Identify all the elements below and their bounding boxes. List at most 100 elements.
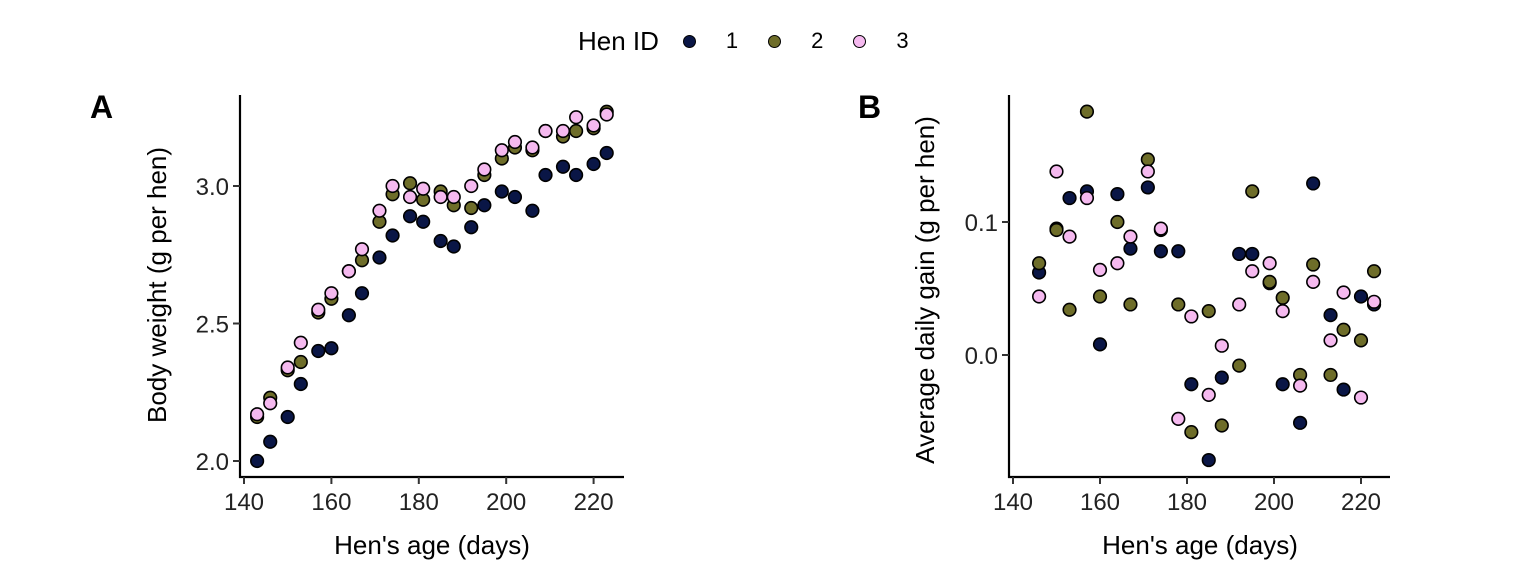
panel-a-point-hen-1 <box>446 239 461 254</box>
panel-b-point-hen-3 <box>1140 164 1155 179</box>
panel-b-point-hen-3 <box>1062 229 1077 244</box>
panel-b-point-hen-3 <box>1232 297 1247 312</box>
panel-b-point-hen-2 <box>1336 322 1351 337</box>
panel-a-point-hen-3 <box>385 178 400 194</box>
legend-label-hen-1: 1 <box>725 28 739 53</box>
panel-b-point-hen-3 <box>1306 274 1321 289</box>
panel-a-point-hen-3 <box>372 203 387 218</box>
panel-a-point-hen-3 <box>402 189 418 205</box>
panel-b-point-hen-2 <box>1275 290 1290 305</box>
panel-a-point-hen-3 <box>586 118 601 133</box>
panel-a-point-hen-1 <box>385 228 400 243</box>
panel-a-point-hen-3 <box>446 189 461 205</box>
panel-b-point-hen-2 <box>1232 358 1247 373</box>
panel-a-point-hen-1 <box>341 308 356 323</box>
panel-b-x-axis-title: Hen's age (days) <box>1102 530 1298 560</box>
panel-b-point-hen-2 <box>1306 257 1321 272</box>
panel-b-point-hen-2 <box>1031 256 1047 271</box>
panel-a-x-tick-label: 180 <box>399 489 439 516</box>
panel-a-point-hen-3 <box>538 123 553 139</box>
panel-b-point-hen-1 <box>1123 241 1138 256</box>
panel-b-point-hen-2 <box>1140 152 1155 167</box>
panel-a-point-hen-2 <box>464 200 479 216</box>
legend-item-hen-3: 3 <box>853 28 909 54</box>
panel-a-y-axis-title: Body weight (g per hen) <box>142 147 172 423</box>
panel-b-point-hen-3 <box>1153 221 1168 236</box>
panel-a-x-tick-label: 160 <box>311 489 351 516</box>
panel-a-point-hen-1 <box>293 376 308 392</box>
panel-a-point-hen-1 <box>250 453 265 469</box>
panel-b-point-hen-1 <box>1214 370 1229 385</box>
panel-b-point-hen-3 <box>1184 309 1199 324</box>
panel-b-point-hen-2 <box>1323 367 1338 383</box>
legend-item-hen-1: 1 <box>682 28 739 54</box>
panel-b-point-hen-3 <box>1275 304 1290 319</box>
panel-a-point-hen-1 <box>599 145 614 161</box>
panel-b-x-tick-label: 220 <box>1341 489 1381 516</box>
panel-a-point-hen-3 <box>433 189 448 205</box>
panel-b-point-hen-3 <box>1031 289 1047 304</box>
panel-b-x-tick-label: 200 <box>1254 489 1294 516</box>
panel-b-point-hen-3 <box>1214 338 1229 353</box>
panel-a-point-hen-3 <box>341 264 356 279</box>
panel-b-point-hen-3 <box>1292 378 1308 393</box>
panel-b-y-tick-label: 0.0 <box>965 343 998 370</box>
panel-a-point-hen-1 <box>311 343 326 359</box>
panel-a-x-tick-label: 220 <box>574 489 614 516</box>
legend-marker-hen-1 <box>682 34 696 48</box>
panel-b-point-hen-1 <box>1153 244 1168 259</box>
panel-a-point-hen-1 <box>507 189 523 205</box>
panel-b-x-tick-label: 140 <box>993 489 1033 516</box>
panel-b-point-hen-3 <box>1123 229 1138 244</box>
panel-a-point-hen-1 <box>433 233 448 249</box>
panel-b-y-axis-title: Average daily gain (g per hen) <box>910 116 940 464</box>
panel-a-point-hen-1 <box>477 198 492 213</box>
panel-a-x-tick-label: 140 <box>224 489 264 516</box>
legend-marker-hen-2 <box>768 34 782 48</box>
panel-b-point-hen-1 <box>1110 186 1125 202</box>
legend-label-hen-2: 2 <box>811 28 824 53</box>
panel-b-point-hen-1 <box>1353 289 1369 304</box>
panel-a-point-hen-2 <box>569 123 584 139</box>
panel-b-point-hen-2 <box>1201 304 1216 319</box>
panel-b-point-hen-2 <box>1092 289 1108 304</box>
panel-b-point-hen-1 <box>1323 308 1338 323</box>
panel-b-point-hen-1 <box>1306 176 1321 191</box>
panel-a-tag: A <box>90 89 113 125</box>
panel-b-point-hen-1 <box>1171 244 1186 259</box>
panel-b-point-hen-3 <box>1092 262 1108 277</box>
panel-b-point-hen-3 <box>1323 333 1338 348</box>
panel-a-point-hen-1 <box>372 250 387 265</box>
panel-a-point-hen-2 <box>293 354 308 370</box>
panel-a-point-hen-1 <box>354 286 370 301</box>
panel-a-x-axis-title: Hen's age (days) <box>334 530 530 560</box>
panel-b-point-hen-2 <box>1123 297 1138 312</box>
panel-b-point-hen-2 <box>1062 302 1077 317</box>
panel-a-y-tick-label: 2.5 <box>196 312 229 339</box>
panel-a-point-hen-3 <box>311 302 326 317</box>
panel-a-point-hen-3 <box>599 107 614 122</box>
panel-b-point-hen-2 <box>1171 297 1186 312</box>
panel-b-point-hen-1 <box>1092 337 1108 352</box>
panel-b-point-hen-3 <box>1079 190 1095 206</box>
panel-b-point-hen-1 <box>1336 382 1351 397</box>
panel-b-point-hen-2 <box>1049 222 1064 238</box>
panel-b-point-hen-2 <box>1245 184 1260 199</box>
panel-b: B Hen's age (days) Average daily gain (g… <box>858 89 1390 560</box>
panel-a-point-hen-1 <box>494 184 509 199</box>
panel-b-point-hen-3 <box>1353 390 1369 405</box>
panel-b-point-hen-1 <box>1245 246 1260 262</box>
panel-b-point-hen-3 <box>1366 294 1382 309</box>
panel-a-y-tick-label: 3.0 <box>196 174 229 201</box>
panel-a-point-hen-3 <box>250 407 265 422</box>
legend-title: Hen ID <box>578 25 659 56</box>
panel-b-point-hen-2 <box>1184 425 1199 440</box>
panel-b-point-hen-2 <box>1110 214 1125 230</box>
panel-b-point-hen-2 <box>1366 264 1382 279</box>
legend-item-hen-2: 2 <box>768 28 823 54</box>
panel-b-point-hen-3 <box>1171 411 1186 426</box>
panel-a-point-hen-1 <box>402 209 418 224</box>
panel-b-y-tick-label: 0.1 <box>965 210 998 237</box>
panel-a-point-hen-3 <box>507 134 523 150</box>
